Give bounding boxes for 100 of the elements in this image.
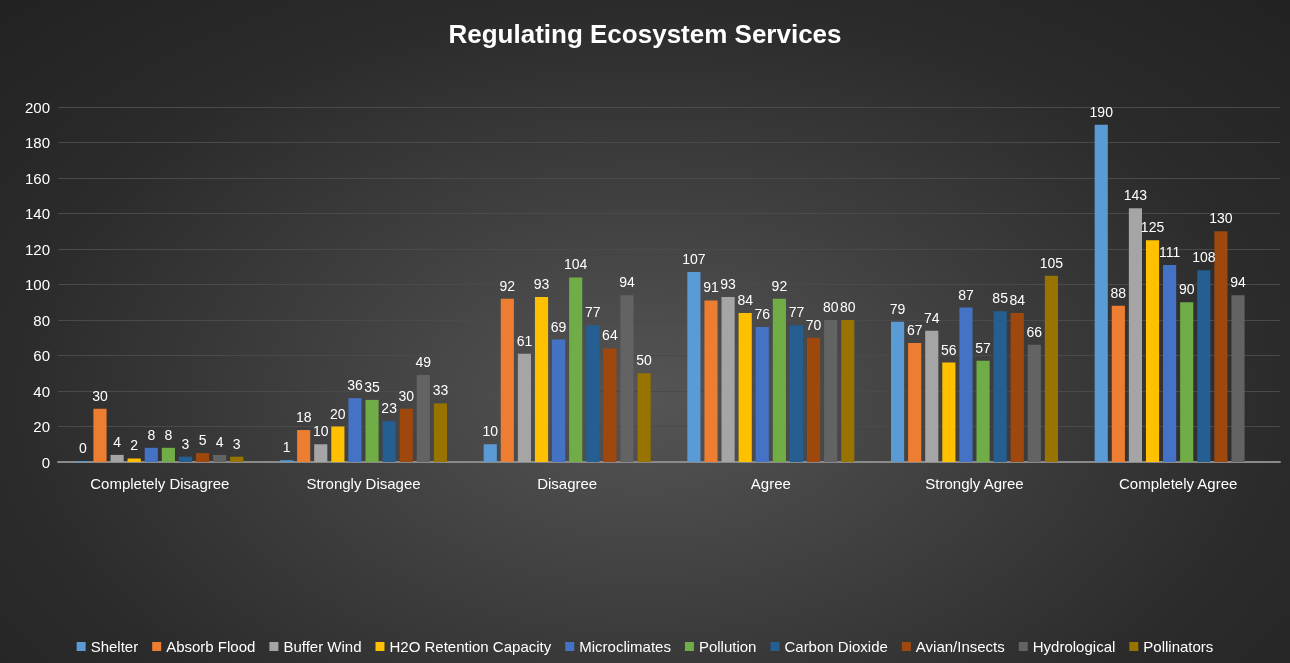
data-label: 107 <box>682 251 706 268</box>
data-label: 105 <box>1039 254 1064 271</box>
bar <box>789 325 804 462</box>
y-tick-label: 180 <box>24 134 50 151</box>
bar <box>942 362 956 462</box>
legend-label: Hydrological <box>1032 638 1116 655</box>
bar <box>1044 275 1058 462</box>
bar <box>348 398 362 462</box>
data-label: 30 <box>92 387 108 404</box>
data-label: 0 <box>79 440 88 456</box>
bar <box>959 307 973 462</box>
legend-label: Microclimates <box>579 638 671 655</box>
data-label: 50 <box>636 352 653 369</box>
data-label: 23 <box>381 400 398 417</box>
bar <box>534 296 549 462</box>
bar <box>908 343 922 462</box>
y-tick-label: 60 <box>33 347 50 364</box>
bar <box>891 321 905 462</box>
bar <box>433 403 447 462</box>
bar <box>620 295 634 462</box>
bar <box>1197 270 1211 462</box>
data-label: 3 <box>181 435 190 452</box>
data-label: 93 <box>720 275 737 292</box>
data-label: 57 <box>975 339 992 356</box>
data-label: 10 <box>482 423 499 440</box>
bar <box>297 430 311 462</box>
data-label: 8 <box>147 426 156 443</box>
data-label: 1 <box>282 439 291 456</box>
data-label: 108 <box>1192 249 1216 266</box>
data-label: 87 <box>958 286 974 303</box>
bar <box>1163 264 1177 462</box>
data-label: 74 <box>923 309 940 326</box>
bar <box>976 360 990 462</box>
data-label: 56 <box>941 341 957 358</box>
y-tick-label: 80 <box>33 311 50 329</box>
bar <box>161 447 175 462</box>
legend-label: Avian/Insects <box>915 638 1005 655</box>
data-label: 88 <box>1110 284 1127 301</box>
bar <box>196 453 210 462</box>
data-label: 79 <box>889 300 906 317</box>
legend-label: Pollinators <box>1143 638 1214 655</box>
data-label: 90 <box>1178 281 1195 298</box>
data-label: 4 <box>215 433 224 450</box>
data-label: 49 <box>415 354 432 371</box>
y-tick-label: 160 <box>24 169 50 187</box>
bar <box>110 454 124 462</box>
data-label: 67 <box>906 322 923 339</box>
y-tick-label: 40 <box>33 382 50 400</box>
data-label: 80 <box>839 299 856 315</box>
bar <box>416 375 430 462</box>
data-label: 35 <box>364 378 381 395</box>
bar <box>382 421 396 462</box>
data-label: 3 <box>232 435 241 452</box>
data-label: 92 <box>771 277 788 294</box>
bar <box>993 311 1007 462</box>
bar <box>517 353 531 462</box>
x-tick-label: Completely Disagree <box>90 475 230 492</box>
data-label: 92 <box>499 277 516 294</box>
bar <box>1010 312 1024 462</box>
bar <box>213 454 227 462</box>
legend-label: Carbon Dioxide <box>784 638 888 655</box>
data-label: 190 <box>1089 103 1114 120</box>
bar <box>1111 305 1125 462</box>
bar <box>552 339 566 462</box>
bar <box>721 296 735 462</box>
bar <box>500 298 514 462</box>
data-label: 18 <box>295 409 312 426</box>
bar <box>738 312 752 462</box>
x-tick-label: Disagree <box>537 475 598 492</box>
data-label: 64 <box>602 327 618 344</box>
data-label: 33 <box>432 382 449 399</box>
data-label: 94 <box>619 274 635 291</box>
data-label: 70 <box>805 316 822 333</box>
data-label: 2 <box>130 437 139 454</box>
legend-label: Absorb Flood <box>166 638 256 655</box>
bar <box>1128 208 1142 462</box>
legend-label: Shelter <box>90 638 139 655</box>
bar <box>483 444 497 462</box>
bar <box>603 348 617 462</box>
data-label: 69 <box>550 318 567 335</box>
y-tick-label: 100 <box>24 276 50 293</box>
data-label: 61 <box>516 332 533 349</box>
data-label: 85 <box>992 290 1009 307</box>
x-tick-label: Strongly Disagee <box>306 475 421 492</box>
bar <box>1214 231 1228 462</box>
chart-title: Regulating Ecosystem Services <box>448 19 842 49</box>
bar <box>93 408 107 462</box>
data-label: 80 <box>822 299 839 315</box>
bar <box>637 373 651 462</box>
data-label: 5 <box>198 432 207 449</box>
data-label: 104 <box>564 256 588 273</box>
bar <box>1145 240 1160 462</box>
bar <box>1180 302 1194 462</box>
data-label: 143 <box>1123 187 1148 204</box>
bar <box>1027 344 1041 462</box>
data-label: 4 <box>113 433 122 450</box>
bar <box>807 337 821 462</box>
bar <box>365 399 379 462</box>
legend-label: H2O Retention Capacity <box>389 638 552 655</box>
y-tick-label: 20 <box>33 418 50 435</box>
